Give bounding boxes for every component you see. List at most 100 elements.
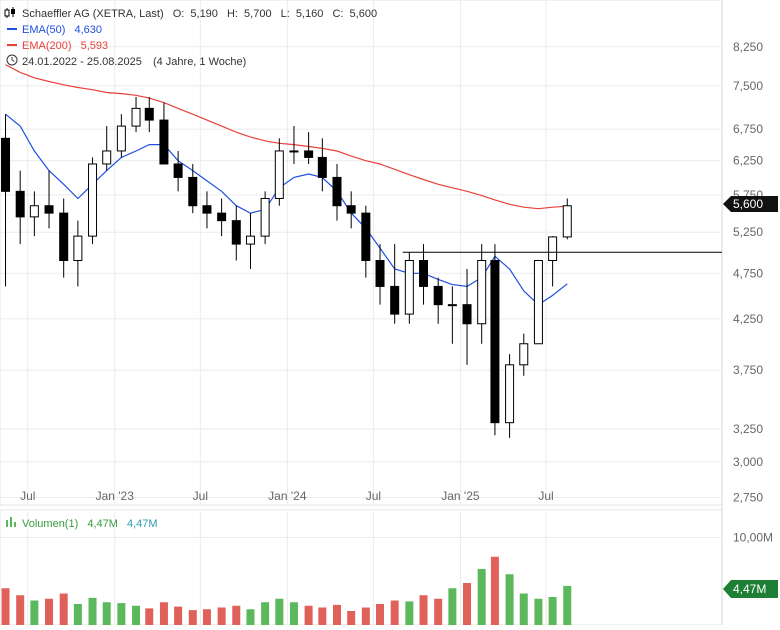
candle-body <box>29 205 39 218</box>
volume-label: Volumen(1) <box>22 518 78 530</box>
svg-text:Schaeffler AG (XETRA, Last): Schaeffler AG (XETRA, Last) O: 5,190 H: … <box>22 8 377 20</box>
volume-bar <box>174 606 183 625</box>
volume-bar <box>45 598 54 625</box>
candle <box>433 277 443 324</box>
volume-bar <box>246 609 255 625</box>
candle-body <box>533 260 543 345</box>
candle <box>519 333 529 376</box>
open-label: O: <box>173 8 185 20</box>
candle-body <box>260 197 270 237</box>
time-tick-label: Jan '25 <box>441 489 480 503</box>
candle-body <box>88 163 98 237</box>
time-tick-label: Jul <box>538 489 553 503</box>
volume-bar <box>88 597 97 625</box>
ema50-label: EMA(50) <box>22 24 65 36</box>
volume-bars-icon <box>6 517 16 527</box>
volume-bar <box>59 593 68 625</box>
candle-body <box>433 285 443 306</box>
candle <box>562 198 572 240</box>
candle-body <box>562 205 572 238</box>
candle-body <box>1 137 11 192</box>
current-price-badge: 5,600 <box>723 196 778 212</box>
high-value: 5,700 <box>244 8 272 20</box>
volume-bar <box>376 604 385 625</box>
volume-bar <box>30 600 39 625</box>
volume-bar <box>534 598 543 625</box>
price-tick-label: 4,250 <box>733 312 763 326</box>
time-tick-label: Jul <box>20 489 35 503</box>
candles <box>1 96 572 438</box>
volume-bar <box>548 597 557 625</box>
candle <box>346 191 356 229</box>
volume-legend: Volumen(1) 4,47M 4,47M <box>6 517 158 530</box>
ema200-line <box>5 64 568 210</box>
candlestick-icon <box>4 7 15 18</box>
candle <box>1 114 11 287</box>
candle <box>505 354 515 438</box>
volume-bar <box>132 605 141 625</box>
volume-value: 4,47M <box>87 518 118 530</box>
candle <box>419 244 429 305</box>
legend: Schaeffler AG (XETRA, Last) O: 5,190 H: … <box>4 7 377 68</box>
candle <box>477 244 487 344</box>
candle <box>274 138 284 206</box>
clock-icon <box>6 54 18 66</box>
candle <box>548 236 558 287</box>
volume-bar <box>347 611 356 625</box>
volume-bar <box>159 602 168 625</box>
candle-body <box>404 260 414 315</box>
candle <box>59 198 69 278</box>
current-volume-badge: 4,47M <box>723 580 778 598</box>
time-tick-label: Jul <box>366 489 381 503</box>
duration: (4 Jahre, 1 Woche) <box>153 56 246 68</box>
candle <box>88 157 98 245</box>
volume-bar <box>490 556 499 625</box>
candle-body <box>289 150 299 153</box>
candle-body <box>477 260 487 325</box>
candle-body <box>548 236 558 262</box>
date-range: 24.01.2022 - 25.08.2025 <box>22 56 142 68</box>
price-tick-label: 2,750 <box>733 490 763 504</box>
current-volume-label: 4,47M <box>733 582 766 596</box>
time-tick-label: Jan '23 <box>96 489 135 503</box>
low-value: 5,160 <box>296 8 324 20</box>
candle-body <box>102 150 112 165</box>
candle-body <box>188 176 198 207</box>
candle-body <box>505 364 515 424</box>
candle <box>29 191 39 237</box>
volume-bar <box>16 595 25 625</box>
candle <box>462 268 472 365</box>
volume-value-secondary: 4,47M <box>127 518 158 530</box>
candle <box>533 260 543 345</box>
volume-bar <box>463 583 472 625</box>
svg-text:EMA(50) 4,630: EMA(50) 4,630 <box>22 24 102 36</box>
time-tick-label: Jul <box>193 489 208 503</box>
price-tick-label: 7,500 <box>733 79 763 93</box>
volume-bar <box>117 603 126 625</box>
volume-bar <box>304 605 313 625</box>
low-label: L: <box>281 8 290 20</box>
volume-bar <box>145 608 154 625</box>
candle-body <box>131 107 141 127</box>
candle-body <box>346 205 356 214</box>
candle <box>15 170 25 245</box>
volume-bar <box>519 593 528 625</box>
volume-bar <box>232 605 241 625</box>
volume-bar <box>448 588 457 625</box>
candle-body <box>447 304 457 307</box>
instrument-name: Schaeffler AG (XETRA, Last) <box>22 8 164 20</box>
price-tick-label: 6,750 <box>733 122 763 136</box>
ema50-line <box>5 113 568 306</box>
ema50-layer <box>5 113 568 306</box>
volume-bar <box>1 588 10 625</box>
candle-body <box>144 107 154 121</box>
volume-bar <box>419 595 428 625</box>
candle-body <box>375 260 385 287</box>
candle <box>361 205 371 278</box>
volume-bar <box>318 607 327 625</box>
current-price-label: 5,600 <box>733 197 763 211</box>
candle <box>44 170 54 229</box>
candle-body <box>304 150 314 158</box>
price-tick-label: 3,250 <box>733 422 763 436</box>
candle <box>102 126 112 171</box>
